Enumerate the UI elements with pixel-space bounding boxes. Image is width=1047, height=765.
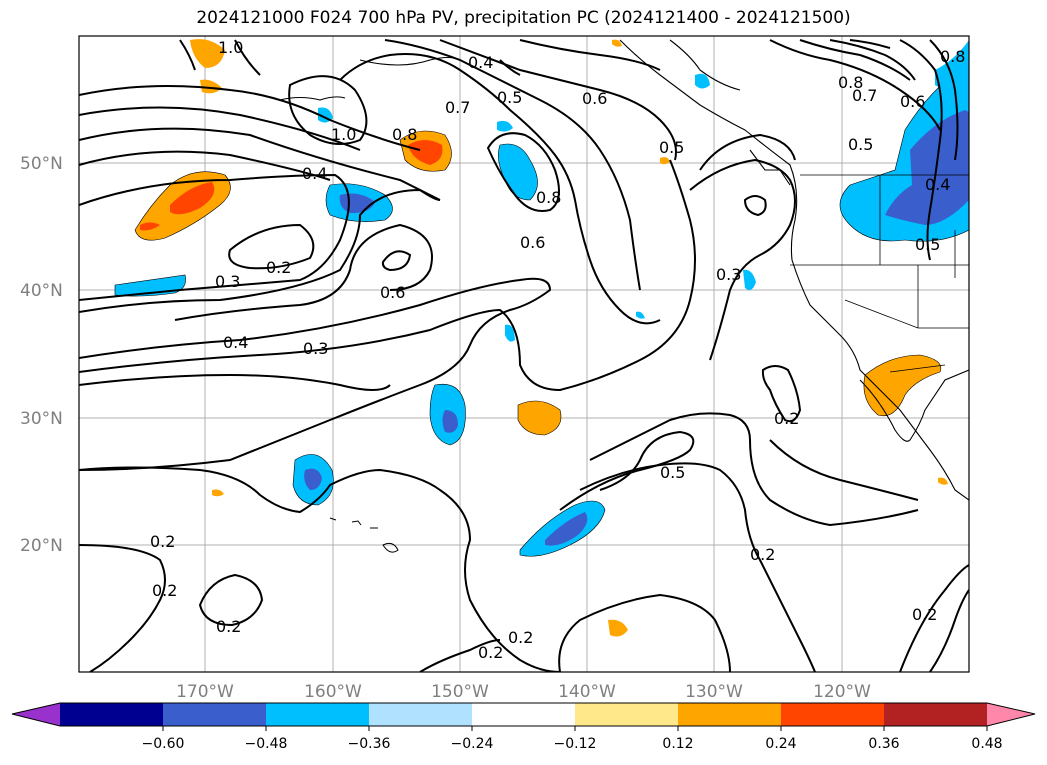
lon-label: 120°W (813, 682, 871, 702)
contour-label: 0.3 (716, 265, 741, 284)
colorbar-tick-label: −0.48 (245, 736, 288, 752)
colorbar-tick-label: −0.24 (451, 736, 494, 752)
longitude-labels: 170°W 160°W 150°W 140°W 130°W 120°W (176, 682, 871, 702)
colorbar-segment (472, 703, 576, 726)
latitude-labels: 50°N 40°N 30°N 20°N (20, 154, 63, 556)
contour-label: 0.2 (508, 628, 533, 647)
lon-label: 150°W (431, 682, 489, 702)
colorbar-over-arrow (987, 703, 1035, 726)
colorbar-segment (884, 703, 988, 726)
contour-labels: 1.0 0.4 0.5 0.6 0.7 0.8 1.0 0.8 0.5 0.7 … (150, 38, 965, 662)
contour-label: 0.8 (536, 188, 561, 207)
lon-label: 130°W (685, 682, 743, 702)
lon-label: 140°W (558, 682, 616, 702)
colorbar-tick-label: 0.12 (662, 736, 693, 752)
contour-label: 0.8 (392, 125, 417, 144)
contour-label: 0.5 (659, 138, 684, 157)
contour-label: 0.4 (223, 333, 248, 352)
contour-label: 0.4 (302, 164, 327, 183)
contour-label: 0.8 (940, 47, 965, 66)
lat-label: 30°N (20, 409, 63, 429)
colorbar-segment (163, 703, 267, 726)
contour-label: 0.2 (774, 409, 799, 428)
colorbar-under-arrow (12, 703, 60, 726)
contour-label: 0.6 (380, 283, 405, 302)
map-plot-area (79, 36, 969, 672)
contour-label: 0.7 (852, 86, 877, 105)
colorbar-segment (266, 703, 370, 726)
contour-label: 0.5 (497, 88, 522, 107)
precip-negative-shading (114, 40, 969, 557)
lon-label: 170°W (176, 682, 234, 702)
map-title: 2024121000 F024 700 hPa PV, precipitatio… (196, 8, 851, 28)
lat-label: 20°N (20, 536, 63, 556)
colorbar: −0.60 −0.48 −0.36 −0.24 −0.12 0.12 0.24 0.36 0.4… (11, 702, 1036, 752)
lat-label: 50°N (20, 154, 63, 174)
colorbar-tick-label: −0.12 (554, 736, 597, 752)
colorbar-tick-label: 0.36 (868, 736, 899, 752)
contour-label: 0.5 (660, 463, 685, 482)
contour-label: 0.3 (215, 272, 240, 291)
contour-label: 0.4 (925, 175, 950, 194)
contour-label: 0.6 (520, 233, 545, 252)
colorbar-segment (60, 703, 164, 726)
contour-label: 1.0 (331, 125, 356, 144)
lat-label: 40°N (20, 281, 63, 301)
colorbar-tick-label: −0.36 (348, 736, 391, 752)
map-frame (78, 35, 970, 673)
contour-label: 0.4 (468, 53, 493, 72)
contour-label: 0.2 (216, 617, 241, 636)
contour-label: 0.6 (900, 92, 925, 111)
colorbar-segment (678, 703, 782, 726)
precip-positive-shading (134, 39, 948, 637)
contour-label: 0.2 (266, 258, 291, 277)
colorbar-tick-label: 0.24 (765, 736, 796, 752)
contour-label: 0.2 (150, 532, 175, 551)
colorbar-segment (575, 703, 679, 726)
contour-label: 0.2 (750, 545, 775, 564)
political-borders (790, 174, 969, 373)
hawaiian-islands (329, 517, 399, 553)
contour-label: 0.5 (915, 235, 940, 254)
contour-label: 0.6 (582, 89, 607, 108)
contour-label: 0.2 (478, 643, 503, 662)
colorbar-tick-label: −0.60 (142, 736, 185, 752)
contour-label: 0.2 (912, 605, 937, 624)
lon-label: 160°W (304, 682, 362, 702)
contour-label: 0.8 (838, 73, 863, 92)
contour-label: 0.5 (848, 135, 873, 154)
contour-label: 0.3 (303, 339, 328, 358)
contour-label: 0.2 (152, 581, 177, 600)
contour-label: 1.0 (218, 38, 243, 57)
pv-contours (79, 39, 969, 672)
contour-label: 0.7 (445, 98, 470, 117)
colorbar-tick-label: 0.48 (971, 736, 1002, 752)
colorbar-segment (369, 703, 473, 726)
colorbar-segment (781, 703, 885, 726)
